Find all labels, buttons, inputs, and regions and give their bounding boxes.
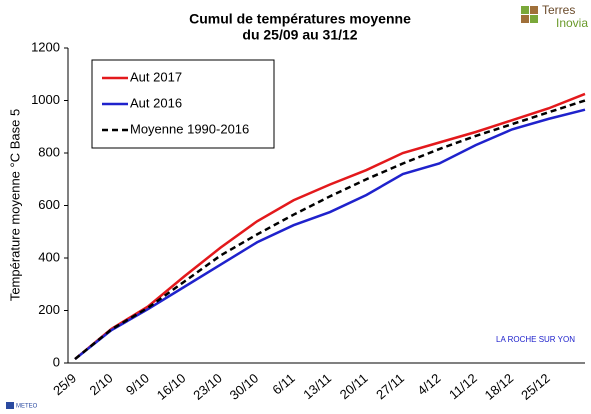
x-tick-label: 25/12 (518, 370, 553, 402)
x-tick-label: 13/11 (300, 370, 334, 402)
x-tick-label: 16/10 (154, 370, 189, 402)
x-tick-label: 4/12 (414, 370, 443, 398)
logo-text: Terres (542, 3, 575, 17)
x-tick-label: 30/10 (227, 370, 262, 402)
x-tick-label: 25/9 (50, 370, 79, 398)
logo-text: Inovia (556, 16, 588, 30)
y-tick-label: 800 (38, 144, 60, 159)
series-line (74, 99, 586, 361)
y-tick-label: 200 (38, 302, 60, 317)
y-tick-label: 600 (38, 197, 60, 212)
legend-label: Aut 2017 (130, 69, 182, 84)
x-tick-label: 18/12 (482, 370, 517, 402)
chart-title: Cumul de températures moyenne (189, 11, 411, 27)
x-tick-label: 2/10 (87, 370, 116, 398)
x-tick-label: 20/11 (337, 370, 371, 402)
y-tick-label: 1200 (31, 39, 60, 54)
y-tick-label: 1000 (31, 92, 60, 107)
y-tick-label: 0 (53, 354, 60, 369)
footer-logo-text: METEO (16, 404, 38, 410)
x-tick-label: 9/10 (123, 370, 152, 398)
series-line (74, 92, 586, 361)
footer-logo: METEO (6, 402, 38, 410)
x-tick-label: 27/11 (373, 370, 407, 402)
x-tick-label: 6/11 (269, 370, 297, 397)
legend-label: Moyenne 1990-2016 (130, 121, 249, 136)
x-tick-label: 23/10 (190, 370, 225, 402)
x-tick-label: 11/12 (446, 370, 480, 402)
logo: Terres Inovia (521, 3, 588, 30)
y-axis-label: Température moyenne °C Base 5 (7, 109, 22, 301)
y-tick-label: 400 (38, 249, 60, 264)
series-line (74, 108, 586, 361)
legend-label: Aut 2016 (130, 95, 182, 110)
annotation: LA ROCHE SUR YON (496, 335, 575, 344)
chart-subtitle: du 25/09 au 31/12 (242, 27, 357, 43)
